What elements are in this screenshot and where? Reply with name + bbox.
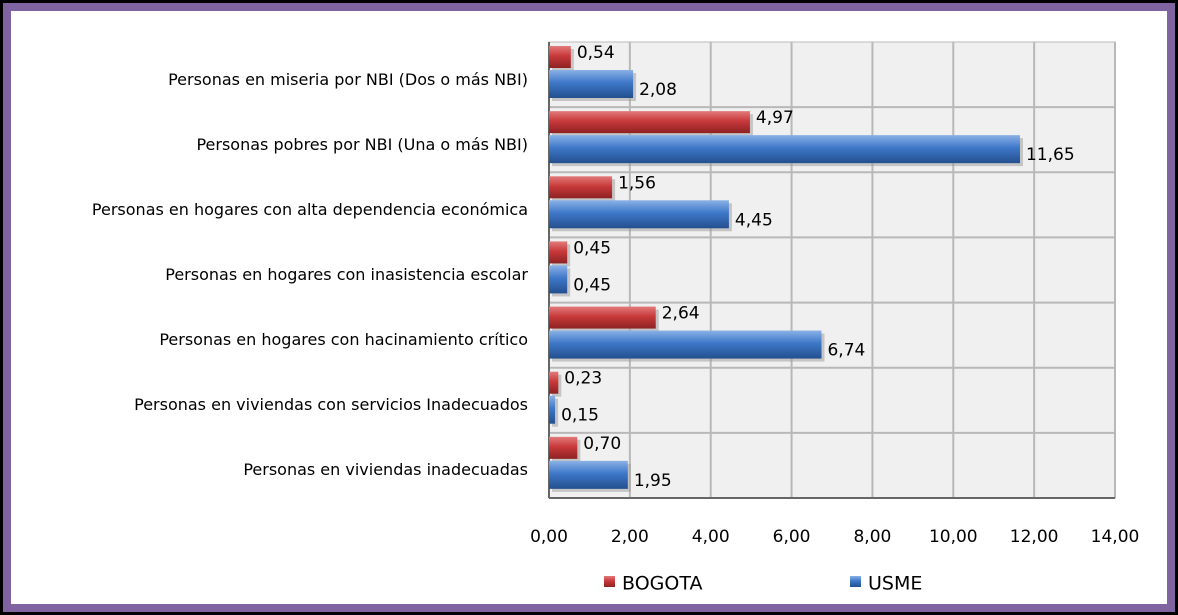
bar <box>549 111 750 134</box>
category-label: Personas pobres por NBI (Una o más NBI) <box>28 134 528 156</box>
bar <box>549 135 1020 164</box>
data-label: 0,54 <box>577 43 615 63</box>
bar <box>549 371 559 394</box>
data-label: 0,15 <box>561 406 599 426</box>
bar <box>549 241 568 264</box>
data-label: 2,64 <box>662 304 700 324</box>
data-label: 0,23 <box>564 369 602 389</box>
legend-swatch <box>604 576 615 587</box>
legend-swatch <box>850 576 861 587</box>
x-tick-label: 2,00 <box>611 527 649 547</box>
bar <box>549 330 822 359</box>
x-tick-label: 12,00 <box>1010 527 1059 547</box>
category-text: Personas en hogares con inasistencia esc… <box>165 265 528 284</box>
category-text: Personas pobres por NBI (Una o más NBI) <box>196 134 528 154</box>
x-tick-label: 8,00 <box>853 527 891 547</box>
bar <box>549 176 613 199</box>
x-tick-label: 6,00 <box>773 527 811 547</box>
bar <box>549 200 729 229</box>
data-label: 2,08 <box>639 80 677 100</box>
category-label: Personas en hogares con hacinamiento crí… <box>28 329 528 351</box>
legend-label: BOGOTA <box>622 573 702 595</box>
category-label: Personas en hogares con alta dependencia… <box>28 199 528 221</box>
data-label: 1,56 <box>618 173 656 193</box>
plot-background <box>548 41 1116 499</box>
data-label: 4,97 <box>756 108 794 128</box>
data-label: 0,45 <box>573 238 611 258</box>
category-text: Personas en viviendas con servicios Inad… <box>134 395 528 415</box>
x-tick-label: 4,00 <box>692 527 730 547</box>
category-label: Personas en viviendas inadecuadas <box>28 459 528 481</box>
x-tick-label: 14,00 <box>1091 527 1140 547</box>
category-text: Personas en viviendas inadecuadas <box>243 460 528 480</box>
legend-label: USME <box>868 573 922 595</box>
bar <box>549 46 571 68</box>
category-label: Personas en miseria por NBI (Dos o más N… <box>28 69 528 91</box>
category-label: Personas en viviendas con servicios Inad… <box>28 394 528 416</box>
x-tick-label: 10,00 <box>929 527 978 547</box>
category-text: Personas en hogares con alta dependencia… <box>91 199 528 219</box>
category-text: Personas en hogares con hacinamiento crí… <box>159 330 528 350</box>
category-text: Personas en miseria por NBI (Dos o más N… <box>168 69 528 89</box>
data-label: 0,70 <box>583 434 621 454</box>
bar <box>549 306 656 329</box>
data-label: 4,45 <box>735 210 773 230</box>
bar <box>549 460 628 489</box>
category-label: Personas en hogares con inasistencia esc… <box>28 264 528 286</box>
bar <box>549 436 578 459</box>
x-tick-label: 0,00 <box>530 527 568 547</box>
bar <box>549 265 568 294</box>
data-label: 0,45 <box>573 275 611 295</box>
data-label: 6,74 <box>827 341 865 361</box>
data-label: 11,65 <box>1026 145 1075 165</box>
bar <box>549 395 556 424</box>
bar <box>549 70 634 98</box>
data-label: 1,95 <box>634 471 672 491</box>
